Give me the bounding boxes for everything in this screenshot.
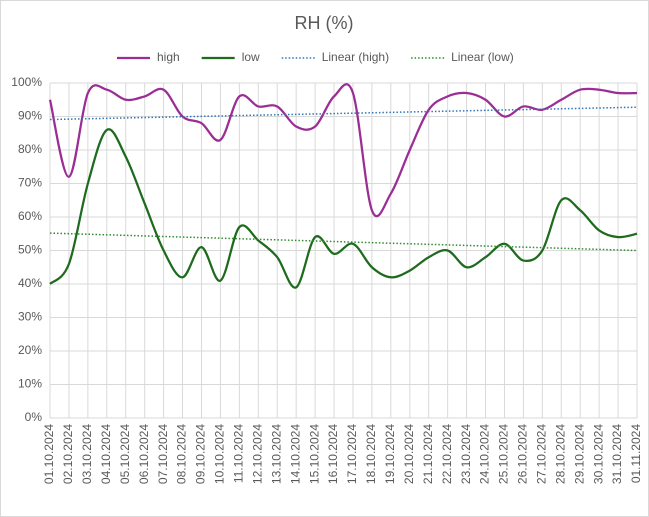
x-tick-label: 11.10.2024 <box>232 424 246 483</box>
x-tick-label: 09.10.2024 <box>194 424 208 484</box>
x-tick-label: 16.10.2024 <box>326 424 340 484</box>
legend-label: high <box>157 50 180 64</box>
y-tick-label: 100% <box>11 75 42 89</box>
x-tick-label: 18.10.2024 <box>364 424 378 484</box>
x-tick-label: 26.10.2024 <box>516 424 530 484</box>
y-tick-label: 30% <box>18 310 42 324</box>
x-tick-label: 06.10.2024 <box>137 424 151 484</box>
x-tick-label: 20.10.2024 <box>402 424 416 484</box>
y-tick-label: 60% <box>18 209 42 223</box>
x-tick-label: 17.10.2024 <box>345 424 359 484</box>
y-tick-label: 80% <box>18 142 42 156</box>
x-tick-label: 25.10.2024 <box>497 424 511 484</box>
y-tick-label: 90% <box>18 109 42 123</box>
x-tick-label: 03.10.2024 <box>80 424 94 484</box>
x-tick-label: 24.10.2024 <box>478 424 492 484</box>
x-tick-label: 28.10.2024 <box>553 424 567 484</box>
x-tick-label: 27.10.2024 <box>534 424 548 484</box>
chart-title: RH (%) <box>295 13 354 33</box>
x-tick-label: 10.10.2024 <box>213 424 227 484</box>
legend-label: low <box>242 50 260 64</box>
x-tick-label: 12.10.2024 <box>250 424 264 484</box>
x-tick-label: 15.10.2024 <box>307 424 321 484</box>
x-tick-label: 23.10.2024 <box>459 424 473 484</box>
x-tick-label: 19.10.2024 <box>383 424 397 484</box>
x-tick-label: 30.10.2024 <box>591 424 605 484</box>
x-tick-label: 01.10.2024 <box>42 424 56 484</box>
y-tick-label: 70% <box>18 176 42 190</box>
series-line <box>48 83 638 218</box>
y-tick-label: 10% <box>18 377 42 391</box>
legend-label: Linear (low) <box>451 50 514 64</box>
x-tick-label: 22.10.2024 <box>440 424 454 484</box>
x-tick-label: 02.10.2024 <box>61 424 75 484</box>
x-tick-label: 31.10.2024 <box>610 424 624 484</box>
series-line <box>49 128 638 289</box>
y-tick-label: 50% <box>18 243 42 257</box>
x-tick-label: 21.10.2024 <box>421 424 435 484</box>
x-tick-label: 14.10.2024 <box>288 424 302 484</box>
x-tick-label: 07.10.2024 <box>156 424 170 484</box>
legend-label: Linear (high) <box>322 50 389 64</box>
y-tick-label: 0% <box>25 410 43 424</box>
x-tick-label: 04.10.2024 <box>99 424 113 484</box>
y-tick-label: 20% <box>18 343 42 357</box>
x-tick-label: 08.10.2024 <box>175 424 189 484</box>
x-tick-label: 13.10.2024 <box>269 424 283 484</box>
x-tick-label: 01.11.2024 <box>629 424 643 483</box>
x-tick-label: 29.10.2024 <box>572 424 586 484</box>
x-tick-label: 05.10.2024 <box>118 424 132 484</box>
y-tick-label: 40% <box>18 276 42 290</box>
